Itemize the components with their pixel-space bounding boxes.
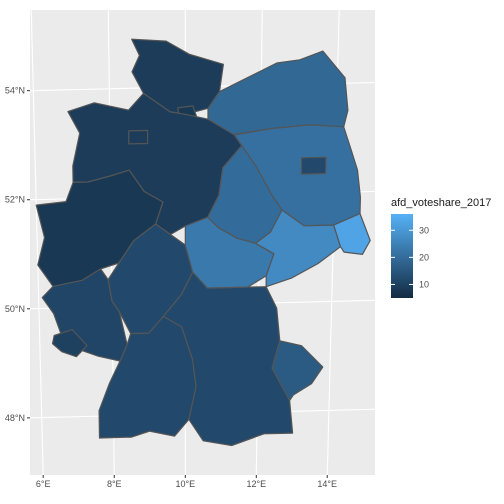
region-sachsen <box>255 209 342 288</box>
x-tick-label: 14°E <box>317 479 337 489</box>
legend-title: afd_voteshare_2017 <box>391 197 491 209</box>
region-berlin <box>300 156 327 175</box>
y-tick-label: 48°N <box>5 413 25 423</box>
legend-break-label: 20 <box>419 252 429 262</box>
region-saarland <box>51 329 88 358</box>
region-bremen <box>128 129 149 145</box>
x-tick-label: 10°E <box>175 479 195 489</box>
legend-break-label: 10 <box>419 279 429 289</box>
region-schleswig-holstein <box>131 38 224 115</box>
legend-breaks: 30 20 10 <box>391 225 429 289</box>
axes: 6°E 8°E 10°E 12°E 14°E 48°N 50°N 52°N 54°N <box>5 86 337 489</box>
region-ostbayern <box>271 340 324 402</box>
legend-break-label: 30 <box>419 225 429 235</box>
region-ostsachsen <box>333 213 371 255</box>
map-regions <box>35 38 371 447</box>
x-tick-label: 8°E <box>107 479 122 489</box>
y-tick-label: 50°N <box>5 304 25 314</box>
legend: afd_voteshare_2017 30 20 10 <box>391 197 491 298</box>
legend-colorbar <box>391 214 413 298</box>
y-tick-label: 52°N <box>5 195 25 205</box>
y-tick-label: 54°N <box>5 86 25 96</box>
x-tick-label: 12°E <box>246 479 266 489</box>
x-tick-label: 6°E <box>36 479 51 489</box>
